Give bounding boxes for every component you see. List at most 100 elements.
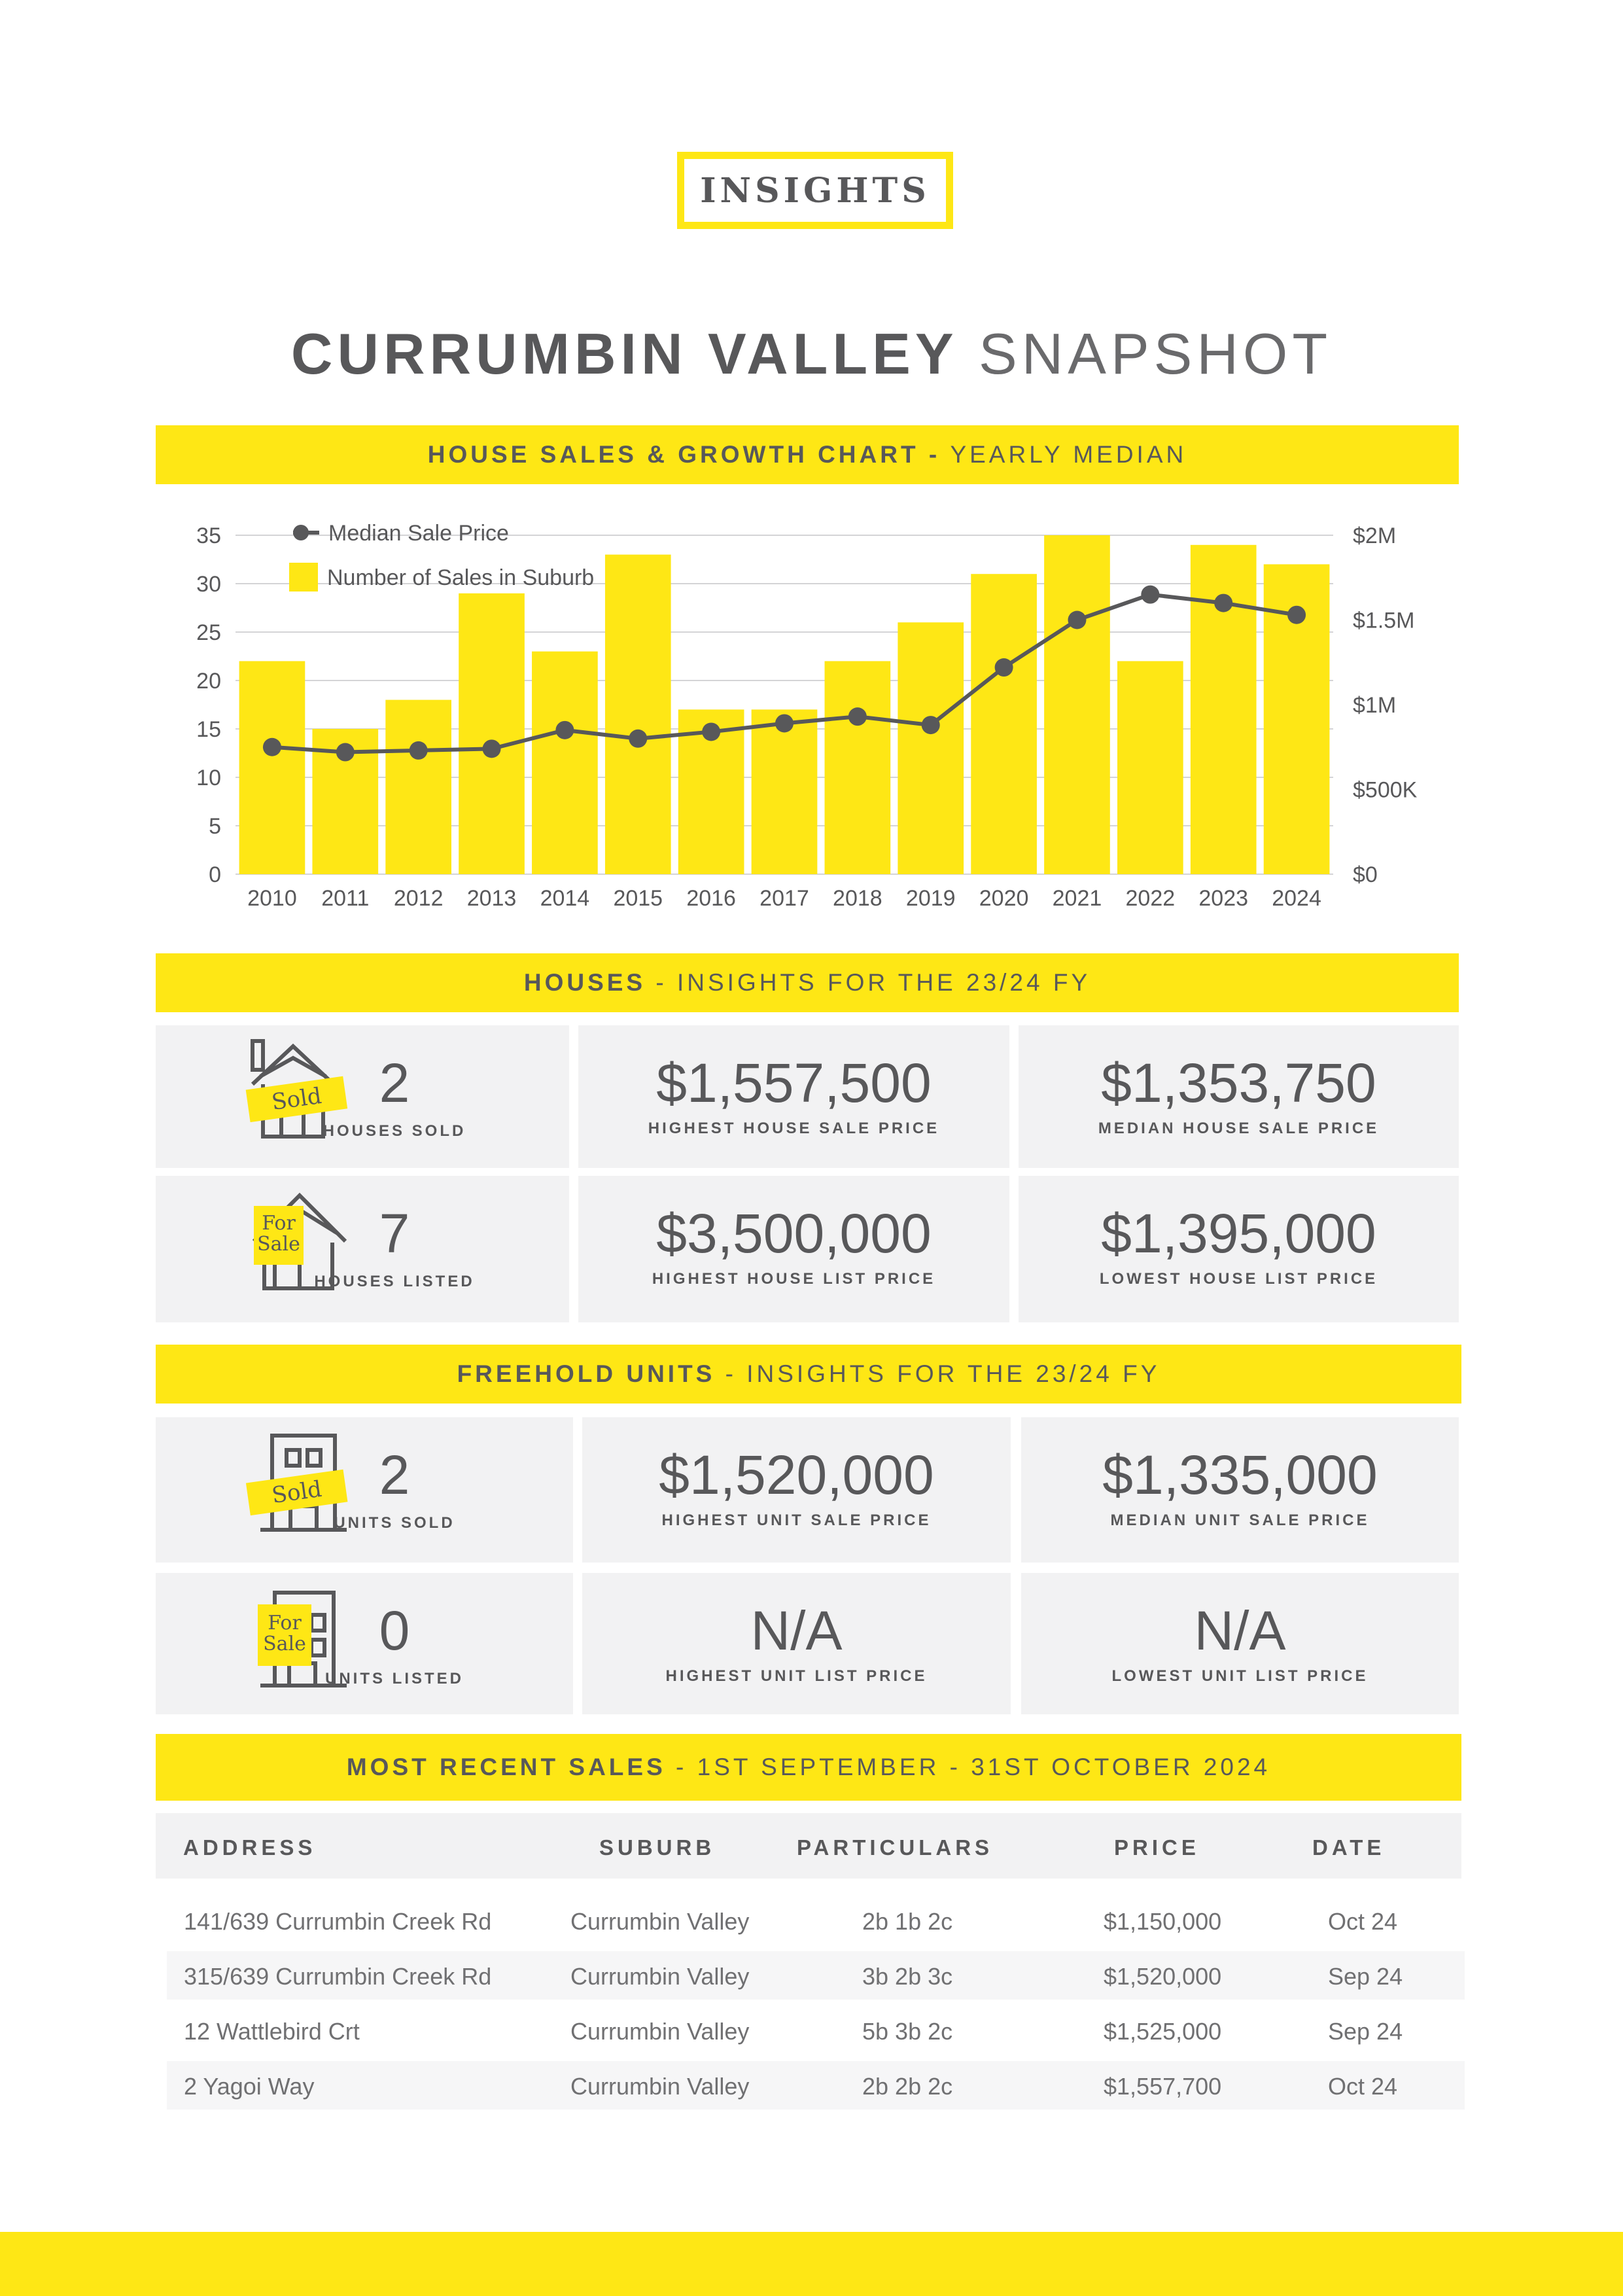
bar-2017 <box>751 709 818 874</box>
row-address: 315/639 Currumbin Creek Rd <box>184 1963 492 1990</box>
x-tick-label: 2013 <box>467 886 517 911</box>
x-tick-label: 2019 <box>906 886 956 911</box>
unit-sold-icon: Sold <box>245 1434 348 1532</box>
median-price-point-2015 <box>629 729 648 748</box>
column-header-particulars: PARTICULARS <box>797 1835 994 1860</box>
x-tick-label: 2023 <box>1198 886 1248 911</box>
lowest-unit-list-value: N/A <box>1194 1600 1286 1661</box>
houses-listed-tile: For Sale 7 HOUSES LISTED <box>156 1176 569 1322</box>
lowest-house-list-value: $1,395,000 <box>1101 1203 1376 1264</box>
x-tick-label: 2017 <box>759 886 809 911</box>
table-row: 141/639 Currumbin Creek Rd Currumbin Val… <box>167 1896 1465 1945</box>
median-price-point-2018 <box>848 707 867 726</box>
bar-2018 <box>824 661 891 874</box>
sales-growth-chart: 0 5 10 15 20 25 30 35 $0 $500K $1M $1.5M $2M 2010 2011… <box>196 521 1417 911</box>
y-left-tick-label: 0 <box>209 862 221 887</box>
recent-sales-band-light: - 1ST SEPTEMBER - 31ST OCTOBER 2024 <box>676 1754 1271 1780</box>
house-for-sale-icon: For Sale <box>252 1192 347 1290</box>
houses-band-light: - INSIGHTS FOR THE 23/24 FY <box>655 969 1091 996</box>
median-price-point-2019 <box>921 716 940 735</box>
houses-sold-label: HOUSES SOLD <box>323 1122 466 1140</box>
unit-for-sale-line2: Sale <box>263 1633 306 1655</box>
chart-band-bold: HOUSE SALES & GROWTH CHART - <box>427 441 941 468</box>
highest-unit-list-label: HIGHEST UNIT LIST PRICE <box>665 1667 928 1685</box>
y-right-tick-label: $2M <box>1353 523 1396 548</box>
row-price: $1,150,000 <box>1104 1908 1222 1935</box>
houses-sold-value: 2 <box>379 1052 410 1114</box>
bar-2015 <box>604 554 671 874</box>
highest-house-list-label: HIGHEST HOUSE LIST PRICE <box>652 1270 936 1288</box>
row-date: Oct 24 <box>1328 1908 1398 1935</box>
bar-2019 <box>898 622 964 874</box>
insights-badge: INSIGHTS <box>677 152 953 229</box>
median-price-point-2016 <box>702 722 721 741</box>
y-left-tick-label: 10 <box>196 766 221 790</box>
y-left-tick-label: 5 <box>209 814 221 839</box>
y-right-tick-label: $1.5M <box>1353 609 1415 633</box>
median-price-point-2011 <box>336 743 355 762</box>
legend-bar-swatch <box>289 563 318 592</box>
units-sold-label: UNITS SOLD <box>334 1514 455 1532</box>
column-header-price: PRICE <box>1114 1835 1200 1860</box>
median-house-sale-label: MEDIAN HOUSE SALE PRICE <box>1098 1120 1380 1137</box>
y-left-tick-label: 35 <box>196 523 221 548</box>
units-band-light: - INSIGHTS FOR THE 23/24 FY <box>725 1360 1161 1387</box>
x-tick-label: 2024 <box>1272 886 1321 911</box>
unit-for-sale-line1: For <box>268 1612 302 1634</box>
column-header-date: DATE <box>1312 1835 1386 1860</box>
median-price-point-2022 <box>1141 585 1160 604</box>
median-house-sale-value: $1,353,750 <box>1101 1052 1376 1114</box>
row-address: 12 Wattlebird Crt <box>184 2018 360 2045</box>
legend-bar-label: Number of Sales in Suburb <box>327 565 594 590</box>
row-suburb: Currumbin Valley <box>570 1963 750 1990</box>
lowest-unit-list-tile: N/A LOWEST UNIT LIST PRICE <box>1021 1573 1459 1714</box>
page-title-bold: CURRUMBIN VALLEY <box>290 321 958 386</box>
units-band-bold: FREEHOLD UNITS <box>457 1360 716 1387</box>
median-price-point-2014 <box>555 720 574 739</box>
median-price-point-2024 <box>1287 605 1306 624</box>
highest-unit-sale-value: $1,520,000 <box>659 1444 934 1506</box>
y-left-tick-label: 20 <box>196 669 221 694</box>
y-left-tick-label: 30 <box>196 572 221 597</box>
row-address: 2 Yagoi Way <box>184 2073 315 2100</box>
page-title: CURRUMBIN VALLEY SNAPSHOT <box>0 321 1623 387</box>
highest-house-sale-tile: $1,557,500 HIGHEST HOUSE SALE PRICE <box>578 1025 1009 1168</box>
bar-2022 <box>1117 661 1183 874</box>
row-price: $1,557,700 <box>1104 2073 1222 2100</box>
recent-sales-band: MOST RECENT SALES - 1ST SEPTEMBER - 31ST… <box>156 1734 1461 1801</box>
houses-band: HOUSES - INSIGHTS FOR THE 23/24 FY <box>156 953 1459 1012</box>
lowest-unit-list-label: LOWEST UNIT LIST PRICE <box>1111 1667 1369 1685</box>
median-unit-sale-tile: $1,335,000 MEDIAN UNIT SALE PRICE <box>1021 1417 1459 1563</box>
lowest-house-list-tile: $1,395,000 LOWEST HOUSE LIST PRICE <box>1019 1176 1459 1322</box>
column-header-suburb: SUBURB <box>599 1835 716 1860</box>
row-date: Oct 24 <box>1328 2073 1398 2100</box>
row-date: Sep 24 <box>1328 2018 1403 2045</box>
lowest-house-list-label: LOWEST HOUSE LIST PRICE <box>1099 1270 1378 1288</box>
bar-2021 <box>1044 535 1110 874</box>
houses-listed-label: HOUSES LISTED <box>314 1273 475 1290</box>
median-price-point-2017 <box>775 714 794 733</box>
chart-band-light: YEARLY MEDIAN <box>950 441 1187 468</box>
y-left-tick-label: 25 <box>196 620 221 645</box>
x-tick-label: 2012 <box>394 886 444 911</box>
median-unit-sale-value: $1,335,000 <box>1102 1444 1378 1506</box>
highest-unit-list-value: N/A <box>750 1600 843 1661</box>
x-tick-label: 2020 <box>979 886 1029 911</box>
row-address: 141/639 Currumbin Creek Rd <box>184 1908 492 1935</box>
row-particulars: 2b 1b 2c <box>862 1908 953 1935</box>
median-house-sale-tile: $1,353,750 MEDIAN HOUSE SALE PRICE <box>1019 1025 1459 1168</box>
footer-band <box>0 2232 1623 2296</box>
row-price: $1,525,000 <box>1104 2018 1222 2045</box>
row-particulars: 5b 3b 2c <box>862 2018 953 2045</box>
sales-table-header: ADDRESS SUBURB PARTICULARS PRICE DATE <box>156 1813 1461 1879</box>
badge-label: INSIGHTS <box>700 170 930 211</box>
table-row: 12 Wattlebird Crt Currumbin Valley 5b 3b… <box>167 2006 1465 2055</box>
median-price-point-2020 <box>994 658 1013 677</box>
median-price-point-2012 <box>409 741 428 760</box>
median-price-point-2013 <box>482 739 501 758</box>
units-sold-tile: Sold 2 UNITS SOLD <box>156 1417 573 1563</box>
y-right-tick-label: $1M <box>1353 693 1396 718</box>
highest-house-list-tile: $3,500,000 HIGHEST HOUSE LIST PRICE <box>578 1176 1009 1322</box>
recent-sales-band-bold: MOST RECENT SALES <box>346 1754 666 1780</box>
column-header-address: ADDRESS <box>183 1835 317 1860</box>
